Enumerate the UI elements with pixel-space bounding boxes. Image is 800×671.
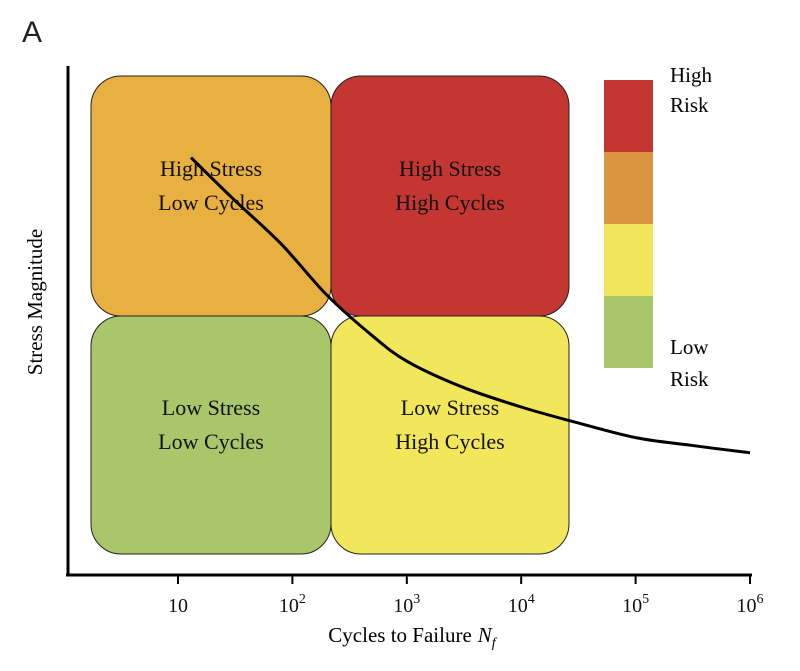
x-tick-label: 104 [508, 592, 535, 617]
sn-curve-line [189, 156, 751, 455]
x-tick-label: 103 [393, 592, 420, 617]
legend-swatch [604, 296, 653, 368]
x-axis-label-variable: N [477, 623, 493, 647]
quadrant-label-line1: Low Stress [401, 395, 499, 420]
x-tick-label: 10 [168, 595, 188, 617]
x-tick-label: 102 [279, 592, 306, 617]
legend-swatch [604, 224, 653, 296]
legend-swatch [604, 80, 653, 152]
risk-legend: High Risk Low Risk [604, 63, 713, 391]
x-axis-label: Cycles to Failure Nf [328, 623, 498, 651]
quadrant-low-stress-high-cycles [330, 315, 570, 555]
quadrant-label-line2: High Cycles [395, 190, 504, 215]
x-tick-label: 105 [622, 592, 649, 617]
quadrant-label-line1: High Stress [399, 156, 501, 181]
legend-low-label-1: Low [670, 335, 709, 359]
y-axis-label: Stress Magnitude [23, 229, 47, 375]
legend-low-label-2: Risk [670, 367, 709, 391]
x-ticks: 10 102 103 104 105 106 [168, 575, 764, 617]
panel-label: A [22, 16, 42, 49]
quadrant-label-line1: Low Stress [162, 395, 260, 420]
legend-swatch [604, 152, 653, 224]
quadrant-label-line2: Low Cycles [158, 429, 264, 454]
legend-high-label-2: Risk [670, 93, 709, 117]
curve-layer [189, 156, 751, 455]
x-axis-label-text: Cycles to Failure [328, 623, 471, 647]
legend-swatches [604, 80, 653, 368]
legend-high-label-1: High [670, 63, 713, 87]
x-tick-label: 106 [737, 592, 764, 617]
quadrant-label-line2: High Cycles [395, 429, 504, 454]
x-axis-label-subscript: f [492, 636, 498, 651]
